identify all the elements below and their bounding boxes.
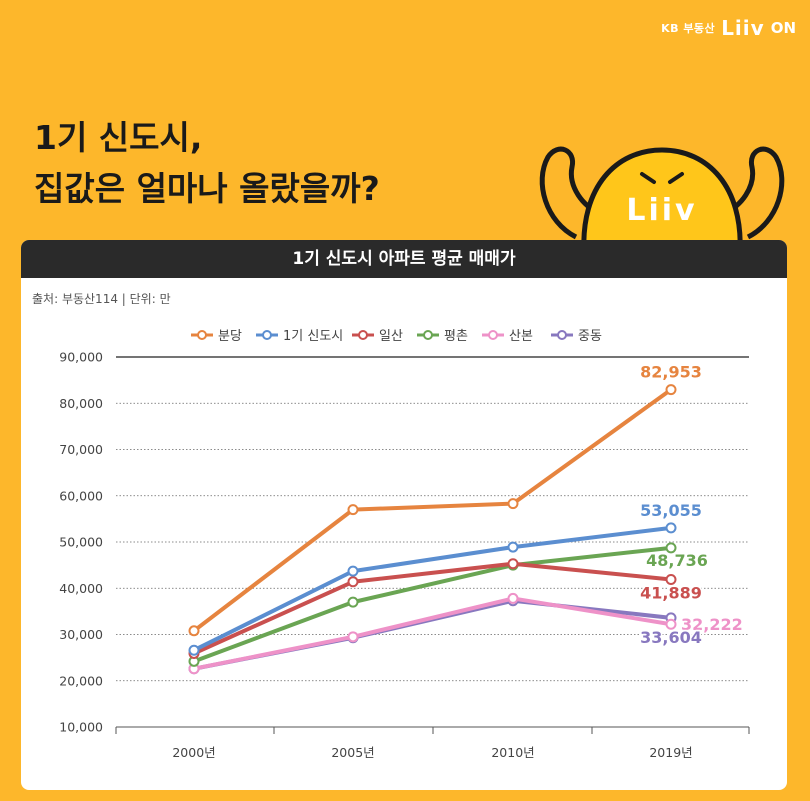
chart-card: 1기 신도시 아파트 평균 매매가 출처: 부동산114 | 단위: 만 10,… [21, 240, 787, 790]
brand-logo: KB 부동산 Liiv ON [661, 16, 796, 40]
data-label: 41,889 [640, 584, 702, 603]
headline-line-1: 1기 신도시, [34, 118, 203, 157]
mascot-eye-left [640, 172, 656, 184]
data-point [507, 592, 519, 604]
data-point [665, 522, 677, 534]
mascot-eye-right [668, 172, 684, 184]
legend-label: 1기 신도시 [283, 329, 343, 344]
y-tick-label: 40,000 [59, 581, 103, 596]
y-tick-label: 90,000 [59, 350, 103, 365]
headline-line-2: 집값은 얼마나 올랐을까? [34, 169, 380, 208]
series-line [192, 525, 673, 653]
data-point [347, 596, 359, 608]
x-tick-label: 2010년 [491, 745, 534, 760]
y-tick-label: 10,000 [59, 720, 103, 735]
data-label: 82,953 [640, 363, 702, 382]
mascot-left-arm [539, 146, 600, 240]
data-point [665, 542, 677, 554]
data-label: 48,736 [646, 551, 708, 570]
legend-label: 평촌 [444, 329, 468, 344]
data-label: 32,222 [681, 615, 743, 634]
y-tick-label: 20,000 [59, 673, 103, 688]
brand-kb-text: KB 부동산 [661, 22, 716, 35]
y-tick-label: 60,000 [59, 488, 103, 503]
brand-liiv-text: Liiv [721, 16, 765, 40]
series-line [192, 545, 673, 664]
legend-swatch-marker [557, 330, 567, 340]
data-point [665, 384, 677, 396]
data-label: 33,604 [640, 628, 702, 647]
series-line [192, 561, 673, 656]
data-point [507, 558, 519, 570]
data-point [188, 644, 200, 656]
headline: 1기 신도시, 집값은 얼마나 올랐을까? [34, 112, 380, 214]
mascot-liiv-text: Liiv [626, 193, 697, 228]
data-point [665, 574, 677, 586]
data-point [347, 576, 359, 588]
y-tick-label: 50,000 [59, 535, 103, 550]
legend-label: 중동 [578, 329, 602, 344]
x-tick-label: 2005년 [331, 745, 374, 760]
brand-on-text: ON [770, 19, 796, 37]
legend-label: 일산 [379, 329, 403, 344]
data-point [347, 504, 359, 516]
legend-swatch-marker [423, 330, 433, 340]
legend-swatch-marker [358, 330, 368, 340]
legend-label: 분당 [218, 329, 242, 344]
y-tick-label: 70,000 [59, 442, 103, 457]
data-point [507, 498, 519, 510]
y-tick-label: 30,000 [59, 627, 103, 642]
data-point [188, 625, 200, 637]
y-tick-label: 80,000 [59, 396, 103, 411]
data-point [347, 631, 359, 643]
data-point [665, 618, 677, 630]
data-point [507, 541, 519, 553]
data-point [347, 565, 359, 577]
chart-source: 출처: 부동산114 | 단위: 만 [32, 292, 171, 306]
x-tick-label: 2000년 [172, 745, 215, 760]
mascot-body [581, 147, 743, 242]
chart-title: 1기 신도시 아파트 평균 매매가 [21, 240, 787, 278]
line-chart: 10,000 20,000 30,000 40,000 50,000 60,000 70,0… [59, 329, 750, 760]
x-tick-label: 2019년 [649, 745, 692, 760]
series-line [192, 596, 673, 671]
data-label: 53,055 [640, 501, 702, 520]
mascot-illustration: Liiv [539, 146, 785, 242]
legend-swatch-marker [262, 330, 272, 340]
legend-swatch-marker [488, 330, 498, 340]
legend-swatch-marker [197, 330, 207, 340]
mascot-right-arm [724, 146, 785, 240]
legend-label: 산본 [509, 329, 533, 344]
series-line [192, 387, 673, 633]
